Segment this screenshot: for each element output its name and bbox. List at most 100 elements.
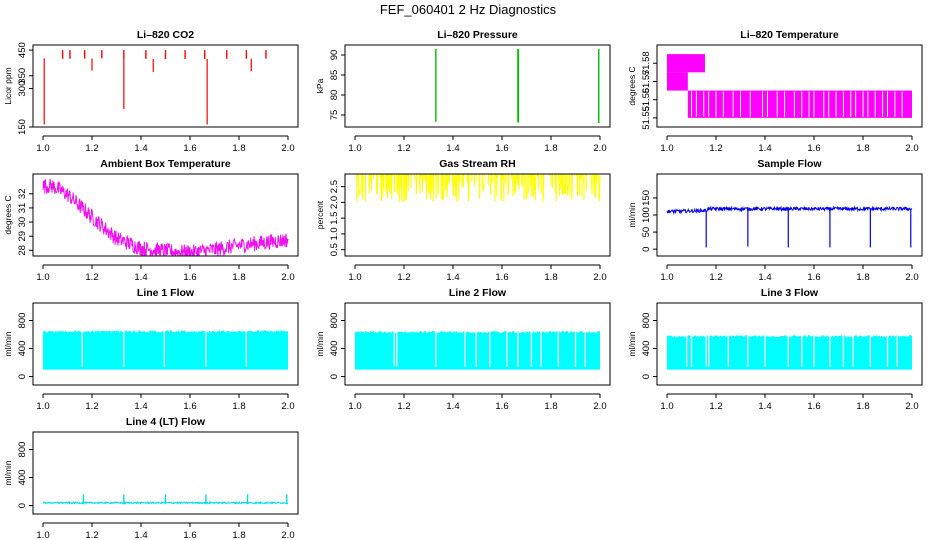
y-axis-label: degrees C — [3, 195, 13, 234]
x-tick-label: 1.0 — [36, 143, 49, 154]
y-tick-label: 30 — [17, 217, 28, 228]
y-tick-label: 51.56 — [641, 88, 652, 112]
y-tick-label: 1.5 — [329, 212, 340, 225]
x-tick-label: 1.4 — [446, 272, 459, 283]
y-tick-label: 800 — [17, 313, 28, 329]
x-tick-label: 1.6 — [183, 272, 196, 283]
x-tick-label: 1.8 — [544, 401, 557, 412]
y-tick-label: 2.0 — [329, 196, 340, 209]
x-tick-label: 2.0 — [281, 401, 294, 412]
x-tick-label: 1.8 — [856, 401, 869, 412]
x-tick-label: 1.6 — [183, 530, 196, 540]
y-tick-label: 50 — [641, 227, 652, 238]
y-tick-label: 85 — [329, 70, 340, 81]
plot-box — [32, 173, 299, 257]
y-axis-label: ml/min — [627, 331, 637, 356]
x-tick-label: 1.2 — [397, 401, 410, 412]
x-tick-label: 1.6 — [183, 401, 196, 412]
plot-box — [32, 44, 299, 128]
y-tick-label: 400 — [329, 341, 340, 357]
panel-title: Line 1 Flow — [137, 287, 195, 299]
x-tick-label: 1.8 — [544, 143, 557, 154]
y-tick-label: 51.58 — [641, 51, 652, 75]
x-tick-label: 2.0 — [593, 272, 606, 283]
y-axis-label: ml/min — [315, 331, 325, 356]
x-tick-label: 1.8 — [232, 530, 245, 540]
chart-panel-10: Line 4 (LT) Flow 1.0 1.2 1.4 1.6 1.8 2.0 0 400 80… — [3, 416, 299, 540]
x-tick-label: 1.2 — [709, 143, 722, 154]
y-tick-label: 400 — [641, 341, 652, 357]
plot-data — [667, 54, 912, 118]
x-tick-label: 1.2 — [397, 272, 410, 283]
plot-data — [42, 494, 289, 505]
chart-panel-4: Ambient Box Temperature 1.0 1.2 1.4 1.6 1.8 2.… — [3, 158, 299, 283]
x-tick-label: 1.8 — [232, 272, 245, 283]
y-axis-label: kPa — [315, 78, 325, 93]
x-tick-label: 2.0 — [281, 530, 294, 540]
y-axis-label: ml/min — [3, 331, 13, 356]
x-tick-label: 1.8 — [544, 272, 557, 283]
x-tick-label: 2.0 — [281, 143, 294, 154]
x-tick-label: 1.6 — [495, 272, 508, 283]
y-tick-label: 0 — [641, 247, 652, 252]
y-tick-label: 400 — [17, 341, 28, 357]
x-tick-label: 1.2 — [397, 143, 410, 154]
plot-box — [344, 44, 611, 128]
y-axis-label: ml/min — [3, 460, 13, 485]
plot-data — [355, 329, 600, 370]
y-tick-label: 800 — [17, 442, 28, 458]
x-tick-label: 1.2 — [709, 272, 722, 283]
y-tick-label: 51.55 — [641, 106, 652, 130]
x-tick-label: 1.0 — [348, 401, 361, 412]
series-line — [356, 174, 601, 203]
series-block — [687, 90, 912, 118]
y-axis-label: percent — [315, 200, 325, 229]
x-tick-label: 1.2 — [85, 401, 98, 412]
chart-panel-8: Line 2 Flow 1.0 1.2 1.4 1.6 1.8 2.0 0 400 800 ml/m… — [315, 287, 611, 412]
series-line — [666, 205, 913, 215]
y-tick-label: 350 — [17, 68, 28, 84]
plot-box — [656, 302, 923, 386]
x-tick-label: 1.0 — [660, 272, 673, 283]
x-tick-label: 2.0 — [281, 272, 294, 283]
y-tick-label: 90 — [329, 50, 340, 61]
chart-panel-2: Li–820 Pressure 1.0 1.2 1.4 1.6 1.8 2.0 75 80 85 9… — [315, 29, 611, 154]
x-tick-label: 1.6 — [807, 401, 820, 412]
plot-data — [43, 329, 288, 370]
x-tick-label: 1.6 — [495, 143, 508, 154]
series-block — [667, 54, 705, 73]
x-tick-label: 1.0 — [36, 530, 49, 540]
y-tick-label: 0 — [17, 503, 28, 508]
y-tick-label: 32 — [17, 189, 28, 200]
x-tick-label: 2.0 — [593, 401, 606, 412]
x-tick-label: 1.4 — [446, 401, 459, 412]
x-tick-label: 1.0 — [348, 272, 361, 283]
chart-panel-7: Line 1 Flow 1.0 1.2 1.4 1.6 1.8 2.0 0 400 800 ml/m… — [3, 287, 299, 412]
plot-box — [656, 173, 923, 257]
panel-title: Sample Flow — [757, 158, 822, 170]
x-tick-label: 1.6 — [807, 143, 820, 154]
y-tick-label: 800 — [329, 313, 340, 329]
series-line — [42, 178, 289, 256]
y-tick-label: 0 — [17, 374, 28, 379]
y-tick-label: 80 — [329, 90, 340, 101]
y-tick-label: 100 — [641, 207, 652, 223]
x-tick-label: 1.6 — [183, 143, 196, 154]
x-tick-label: 1.8 — [232, 401, 245, 412]
x-tick-label: 1.6 — [807, 272, 820, 283]
figure-title: FEF_060401 2 Hz Diagnostics — [379, 2, 557, 17]
y-tick-label: 0 — [641, 374, 652, 379]
plot-data — [356, 174, 601, 203]
series-band — [355, 330, 600, 370]
x-tick-label: 2.0 — [593, 143, 606, 154]
plot-data — [43, 50, 267, 125]
plot-box — [32, 431, 299, 515]
x-tick-label: 1.0 — [660, 143, 673, 154]
panel-title: Line 4 (LT) Flow — [126, 416, 206, 428]
y-axis-label: Licor ppm — [3, 67, 13, 104]
x-tick-label: 1.2 — [85, 143, 98, 154]
x-tick-label: 2.0 — [905, 272, 918, 283]
series-band — [667, 334, 912, 370]
